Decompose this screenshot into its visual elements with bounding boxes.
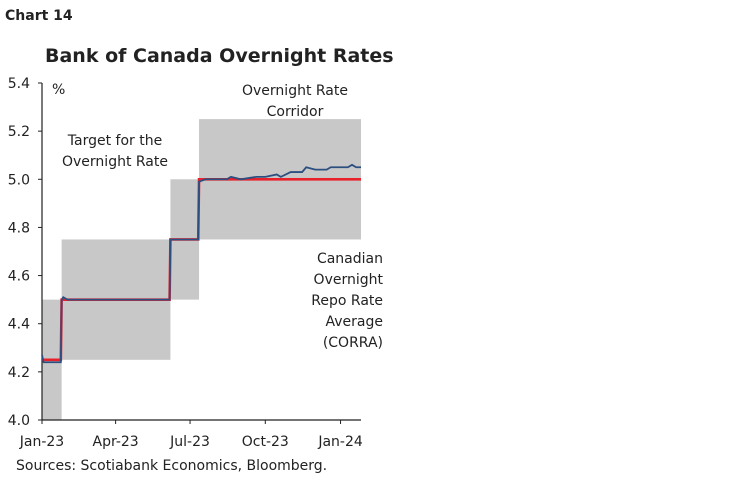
series-label: Repo Rate <box>311 293 383 309</box>
x-tick-label: Jan-23 <box>19 434 64 450</box>
series-label: Average <box>326 314 384 330</box>
series-label: Overnight Rate <box>62 154 168 170</box>
y-tick-label: 4.0 <box>8 413 30 429</box>
series-line <box>41 163 361 364</box>
x-tick-label: Jul-23 <box>169 434 210 450</box>
series-label: Overnight <box>314 272 384 288</box>
y-tick-label: 4.4 <box>8 317 30 333</box>
series-label: Corridor <box>267 104 324 120</box>
series-label: Target for the <box>67 133 162 149</box>
y-tick-label: 4.6 <box>8 269 30 285</box>
x-tick-label: Oct-23 <box>242 434 289 450</box>
x-tick-label: Apr-23 <box>93 434 139 450</box>
source: Sources: Scotiabank Economics, Bloomberg… <box>16 458 327 474</box>
y-tick-label: 5.0 <box>8 172 30 188</box>
y-tick-label: 5.2 <box>8 124 30 140</box>
y-unit: % <box>52 82 65 98</box>
y-tick-label: 4.2 <box>8 365 30 381</box>
series-label: (CORRA) <box>323 335 383 351</box>
chart-number: Chart 14 <box>5 8 73 24</box>
y-tick-label: 4.8 <box>8 220 30 236</box>
series-label: Canadian <box>317 251 383 267</box>
x-tick-label: Jan-24 <box>317 434 363 450</box>
y-tick-label: 5.4 <box>8 76 30 92</box>
series-label: Overnight Rate <box>242 83 348 99</box>
chart-title: Bank of Canada Overnight Rates <box>45 45 394 67</box>
